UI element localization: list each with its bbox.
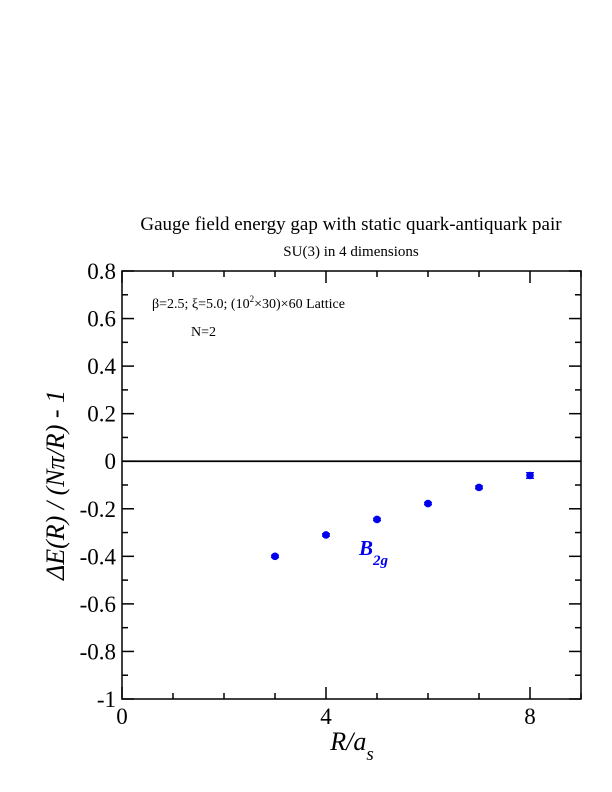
data-point: [424, 499, 432, 508]
n-annotation: N=2: [191, 325, 216, 340]
series-label-main: B: [358, 536, 373, 560]
params-text-a: β=2.5; ξ=5.0; (10: [152, 297, 250, 312]
series-label-sub: 2g: [372, 553, 389, 569]
x-axis-label: R/as: [329, 727, 374, 765]
data-point: [271, 552, 279, 561]
x-axis-label-main: R/a: [329, 727, 366, 756]
y-tick-label: 0.6: [87, 307, 116, 332]
y-tick-label: 0: [105, 449, 117, 474]
series-label-b2g: B2g: [358, 536, 389, 569]
params-text-b: ×30)×60 Lattice: [254, 297, 345, 312]
y-tick-label: -0.6: [80, 592, 116, 617]
data-point: [373, 515, 381, 524]
x-tick-label: 0: [116, 704, 128, 729]
chart-subtitle: SU(3) in 4 dimensions: [283, 244, 419, 260]
chart-title: Gauge field energy gap with static quark…: [140, 214, 562, 235]
x-axis-label-sub: s: [366, 744, 373, 765]
y-tick-label: 0.8: [87, 259, 116, 284]
params-annotation: β=2.5; ξ=5.0; (102×30)×60 Lattice: [152, 294, 345, 312]
y-axis-label: ΔE(R) / (Nπ/R) - 1: [41, 390, 70, 581]
y-tick-label: -0.4: [80, 544, 117, 569]
x-tick-label: 4: [320, 704, 332, 729]
data-point: [475, 483, 483, 492]
params-superscript: 2: [250, 294, 255, 304]
data-points: [271, 471, 534, 561]
y-tick-label: 0.4: [87, 354, 116, 379]
axis-ticks: [121, 270, 582, 700]
y-tick-label: -0.2: [80, 497, 116, 522]
x-tick-label: 8: [524, 704, 536, 729]
y-tick-label: -1: [97, 687, 116, 712]
data-point: [322, 531, 330, 539]
y-tick-label: -0.8: [80, 639, 116, 664]
data-point: [526, 471, 534, 480]
y-tick-label: 0.2: [87, 402, 116, 427]
